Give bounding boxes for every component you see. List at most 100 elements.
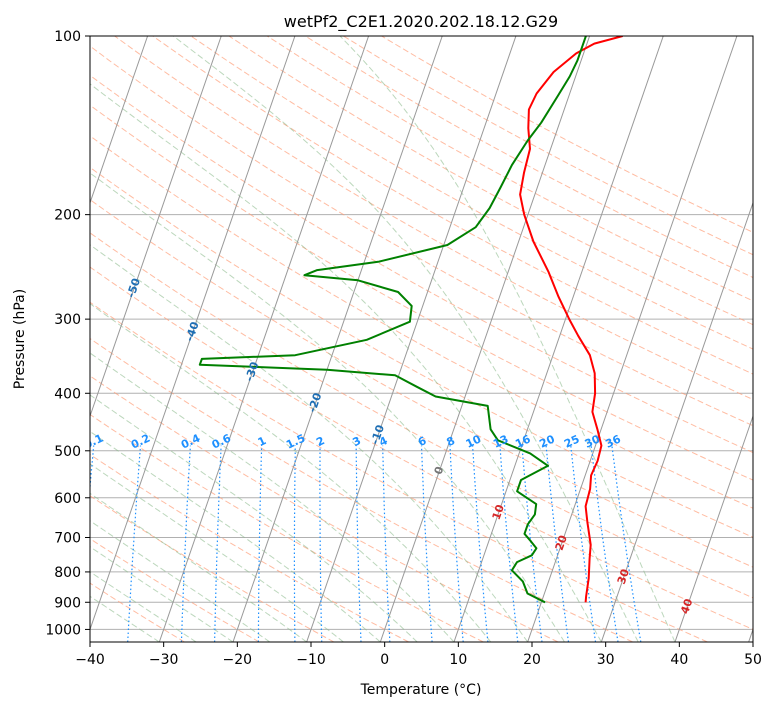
moist-adiabat bbox=[90, 595, 160, 642]
isotherm-line bbox=[232, 36, 443, 642]
mixing-ratio-line bbox=[214, 445, 222, 642]
dry-adiabat bbox=[90, 232, 753, 599]
isotherm-line bbox=[306, 36, 517, 642]
dewpoint-profile-line bbox=[198, 36, 587, 604]
x-tick-label: −40 bbox=[75, 652, 105, 668]
isotherm-label: 30 bbox=[615, 567, 632, 586]
mixing-ratio-line bbox=[590, 445, 619, 642]
x-tick-label: 50 bbox=[744, 652, 762, 668]
x-tick-label: 20 bbox=[523, 652, 541, 668]
dry-adiabat bbox=[90, 413, 484, 642]
y-tick-label: 900 bbox=[54, 595, 81, 611]
moist-adiabat bbox=[90, 394, 418, 642]
dry-adiabat bbox=[266, 36, 753, 302]
isotherm-label: -40 bbox=[183, 320, 202, 343]
mixing-ratio-label: 10 bbox=[464, 432, 484, 450]
moist-adiabat bbox=[90, 352, 455, 642]
isotherm-label: 10 bbox=[490, 503, 507, 522]
isotherm-line bbox=[674, 414, 753, 642]
x-tick-label: 30 bbox=[597, 652, 615, 668]
dry-adiabat bbox=[190, 36, 753, 350]
dry-adiabat bbox=[228, 36, 753, 326]
isotherm-label: -60 bbox=[67, 229, 86, 252]
isotherm-label: -70 bbox=[13, 171, 32, 194]
y-tick-label: 300 bbox=[54, 312, 81, 328]
plot-frame bbox=[89, 35, 754, 643]
x-tick-label: 40 bbox=[670, 652, 688, 668]
mixing-ratio-line bbox=[545, 445, 570, 642]
mixing-ratio-line bbox=[449, 445, 464, 642]
mixing-ratio-line bbox=[127, 445, 142, 642]
mixing-ratio-label: 30 bbox=[583, 432, 603, 450]
x-tick-label: 10 bbox=[449, 652, 467, 668]
x-tick-label: −30 bbox=[149, 652, 179, 668]
dry-adiabat bbox=[90, 135, 753, 509]
mixing-ratio-line bbox=[472, 445, 489, 642]
moist-adiabat bbox=[172, 36, 639, 642]
mixing-ratio-line bbox=[293, 445, 296, 642]
isotherm-label: -20 bbox=[306, 391, 325, 414]
y-axis-ticks: 100 200 300 400 500 600 700 800 900 1000 bbox=[45, 29, 90, 638]
y-tick-label: 1000 bbox=[45, 622, 81, 638]
mixing-ratio-line bbox=[355, 445, 362, 642]
y-tick-label: 400 bbox=[54, 386, 81, 402]
mixing-ratio-label: 0.2 bbox=[129, 432, 152, 452]
moist-adiabats bbox=[90, 36, 676, 642]
dry-adiabat bbox=[90, 538, 260, 642]
mixing-ratio-line bbox=[420, 445, 433, 642]
isotherm-line bbox=[90, 36, 296, 631]
dry-adiabat bbox=[90, 166, 753, 538]
dry-adiabat bbox=[305, 36, 753, 279]
y-tick-label: 600 bbox=[54, 491, 81, 507]
profile-series bbox=[198, 36, 623, 604]
dry-adiabat bbox=[90, 337, 633, 642]
moist-adiabat bbox=[90, 571, 197, 642]
y-axis-label: Pressure (hPa) bbox=[12, 289, 28, 389]
dry-adiabat bbox=[90, 74, 753, 454]
moist-adiabat bbox=[90, 546, 234, 642]
moist-adiabat bbox=[90, 463, 344, 642]
dry-adiabat bbox=[90, 301, 708, 642]
mixing-ratio-line bbox=[570, 445, 597, 642]
moist-adiabat bbox=[90, 303, 492, 642]
mixing-ratio-label: 0.4 bbox=[179, 431, 202, 451]
x-tick-label: −10 bbox=[296, 652, 326, 668]
y-tick-label: 800 bbox=[54, 565, 81, 581]
chart-title: wetPf2_C2E1.2020.202.18.12.G29 bbox=[284, 12, 558, 32]
x-tick-label: 0 bbox=[380, 652, 389, 668]
dry-adiabat bbox=[381, 36, 753, 233]
moist-adiabat bbox=[90, 172, 565, 642]
x-tick-label: −20 bbox=[223, 652, 253, 668]
mixing-ratio-line bbox=[521, 445, 543, 642]
moist-adiabat bbox=[90, 492, 307, 642]
isotherm-label: 40 bbox=[678, 597, 695, 616]
isotherm-label: -10 bbox=[368, 423, 387, 446]
x-axis-label: Temperature (°C) bbox=[360, 682, 482, 698]
isotherm-line bbox=[453, 36, 664, 642]
dry-adiabat bbox=[90, 45, 753, 427]
dry-adiabat bbox=[152, 36, 753, 375]
isotherm-label: 20 bbox=[553, 533, 570, 552]
isotherm-label: -30 bbox=[243, 360, 262, 383]
y-tick-label: 100 bbox=[54, 29, 81, 45]
y-tick-label: 500 bbox=[54, 444, 81, 460]
mixing-ratio-label: 25 bbox=[562, 432, 581, 450]
moist-adiabat bbox=[90, 430, 381, 642]
mixing-ratio-line bbox=[611, 445, 642, 642]
isotherm-line bbox=[90, 36, 149, 205]
mixing-ratio-label: 2 bbox=[314, 434, 326, 449]
moist-adiabat bbox=[90, 83, 602, 642]
mixing-ratio-label: 36 bbox=[603, 432, 623, 450]
y-tick-label: 200 bbox=[54, 208, 81, 224]
mixing-ratio-line bbox=[257, 445, 263, 642]
mixing-ratio-label: 13 bbox=[491, 432, 510, 450]
dry-adiabat bbox=[90, 375, 559, 642]
mixing-ratio-line bbox=[180, 445, 191, 642]
mixing-ratio-line bbox=[319, 445, 323, 642]
mixing-ratio-label: 6 bbox=[416, 434, 429, 449]
mixing-ratio-label: 20 bbox=[537, 432, 557, 450]
mixing-ratio-line bbox=[499, 445, 519, 642]
moist-adiabat bbox=[90, 520, 271, 642]
moist-adiabat bbox=[339, 36, 676, 642]
